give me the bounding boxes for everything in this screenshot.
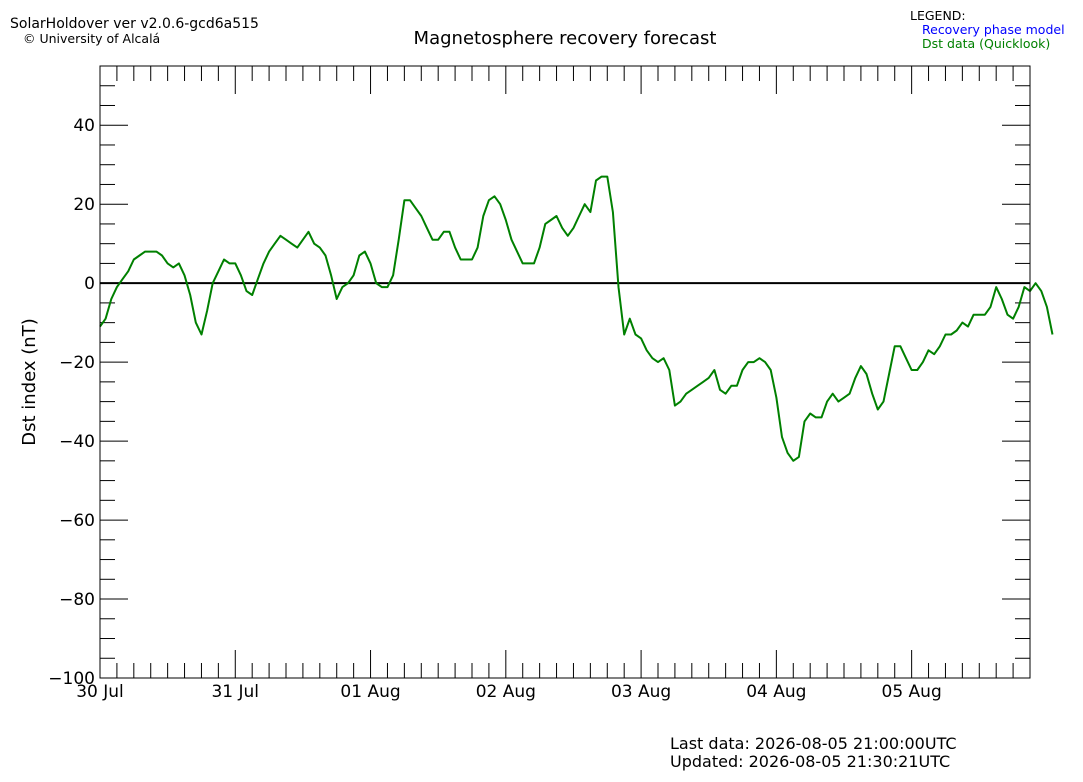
copyright-notice: © University of Alcalá: [23, 31, 161, 46]
plot-frame: [99, 65, 1031, 679]
y-tick-label: −20: [59, 353, 95, 373]
last-data-timestamp: Last data: 2026-08-05 21:00:00UTC: [670, 734, 957, 753]
legend-item-dst-data: Dst data (Quicklook): [922, 36, 1051, 51]
x-tick-label: 02 Aug: [476, 682, 536, 702]
y-tick-label: −60: [59, 511, 95, 531]
y-tick-label: −40: [59, 432, 95, 452]
y-tick-label: 20: [73, 195, 95, 215]
series-line-dst-data: [99, 175, 1054, 462]
y-tick-label: −100: [48, 669, 95, 689]
app-version: SolarHoldover ver v2.0.6-gcd6a515: [10, 16, 259, 32]
x-tick-label: 04 Aug: [746, 682, 806, 702]
y-tick-label: 0: [84, 274, 95, 294]
x-tick-label: 05 Aug: [882, 682, 942, 702]
chart-title: Magnetosphere recovery forecast: [413, 28, 717, 49]
y-tick-label: 40: [73, 116, 95, 136]
x-tick-label: 01 Aug: [340, 682, 400, 702]
x-tick-label: 30 Jul: [76, 682, 124, 702]
x-tick-label: 31 Jul: [211, 682, 259, 702]
legend-item-recovery-model: Recovery phase model: [922, 22, 1065, 37]
footer: Last data: 2026-08-05 21:00:00UTC Update…: [670, 735, 957, 771]
y-tick-label: −80: [59, 590, 95, 610]
updated-timestamp: Updated: 2026-08-05 21:30:21UTC: [670, 752, 951, 771]
legend: LEGEND: Recovery phase model Dst data (Q…: [910, 9, 1065, 51]
x-tick-label: 03 Aug: [611, 682, 671, 702]
y-axis-label: Dst index (nT): [19, 318, 40, 445]
legend-title: LEGEND:: [910, 8, 966, 23]
tick-labels: −100 −80 −60 −40 −20 0 20 40 30 Jul 31 Jul 01 Aug 0…: [48, 116, 941, 702]
